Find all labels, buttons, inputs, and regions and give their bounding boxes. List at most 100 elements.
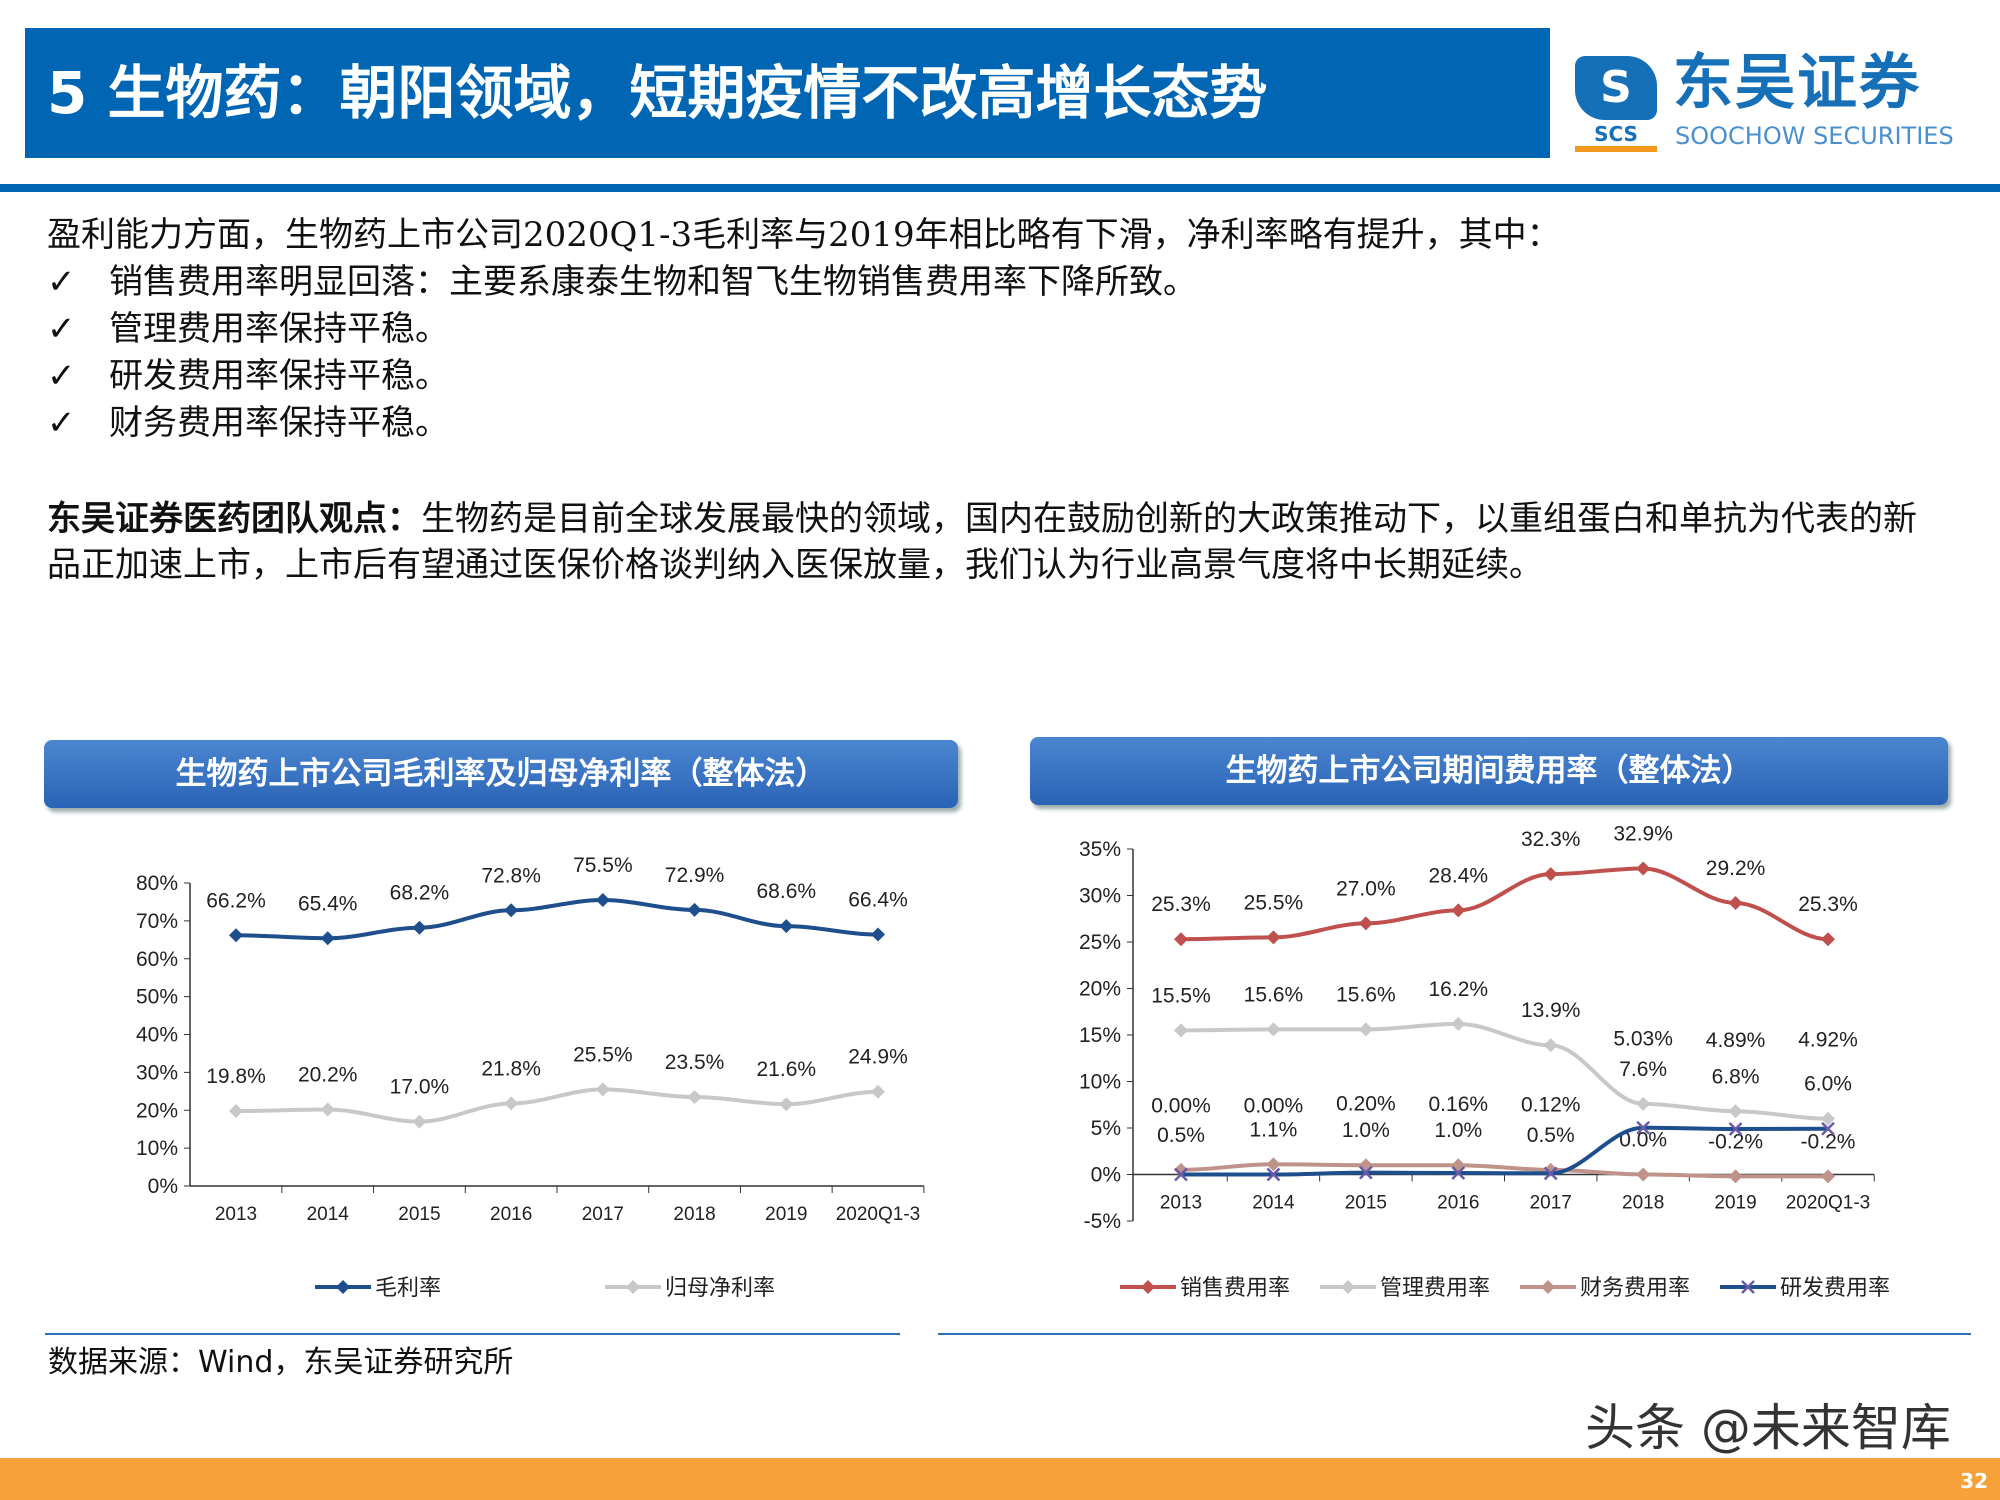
- data-point: [595, 1082, 610, 1097]
- legend-label: 毛利率: [375, 1275, 441, 1300]
- data-label: 72.8%: [481, 864, 541, 887]
- legend-marker: [336, 1280, 350, 1294]
- y-tick-label: 30%: [136, 1061, 178, 1084]
- x-tick-label: 2019: [1714, 1193, 1756, 1214]
- data-point: [229, 1104, 243, 1119]
- team-view-text: 生物药是目前全球发展最快的领域，国内在鼓励创新的大政策推动下，以重组蛋白和单抗为…: [47, 499, 1917, 585]
- legend-marker: [1541, 1280, 1555, 1294]
- data-point: [871, 1084, 885, 1099]
- data-point: [1821, 1169, 1835, 1184]
- series-line: [1180, 1021, 1829, 1121]
- data-point: [1543, 1166, 1558, 1181]
- x-tick-label: 2017: [1530, 1193, 1572, 1214]
- bullet-item: ✓ 销售费用率明显回落：主要系康泰生物和智飞生物销售费用率下降所致。: [47, 262, 1197, 302]
- data-label: 0.0%: [1619, 1129, 1667, 1152]
- y-tick-label: 15%: [1079, 1024, 1121, 1047]
- y-tick-label: 0%: [148, 1175, 178, 1198]
- bullet-text: 财务费用率保持平稳。: [109, 403, 449, 443]
- series-line: [235, 1087, 879, 1124]
- data-point: [687, 1089, 702, 1104]
- series-line: [1180, 1162, 1829, 1179]
- data-point: [412, 920, 427, 935]
- series-line: [235, 898, 879, 941]
- check-icon: ✓: [47, 356, 76, 396]
- data-label: 25.5%: [573, 1043, 633, 1066]
- data-point: [1821, 1111, 1835, 1126]
- data-label: 23.5%: [665, 1051, 725, 1074]
- y-tick-label: 0%: [1091, 1164, 1121, 1187]
- data-label: 25.5%: [1244, 891, 1304, 914]
- y-tick-label: 10%: [136, 1137, 178, 1160]
- data-point: [1728, 1122, 1743, 1136]
- bullet-item: ✓ 研发费用率保持平稳。: [47, 356, 449, 396]
- data-point: [1174, 932, 1188, 947]
- data-label: 66.4%: [848, 889, 908, 912]
- slide-title: 5 生物药：朝阳领域，短期疫情不改高增长态势: [25, 28, 1550, 158]
- data-label: 25.3%: [1151, 893, 1211, 916]
- data-point: [1358, 1022, 1373, 1037]
- data-label: 24.9%: [848, 1046, 908, 1069]
- x-tick-label: 2018: [673, 1204, 715, 1225]
- data-label: 66.2%: [206, 889, 266, 912]
- data-point: [320, 931, 335, 946]
- data-label: 7.6%: [1619, 1058, 1667, 1081]
- data-point: [1266, 1157, 1281, 1172]
- y-tick-label: 80%: [136, 872, 178, 895]
- data-label: 27.0%: [1336, 877, 1396, 900]
- data-label: 21.8%: [481, 1057, 541, 1080]
- data-point: [1821, 1121, 1835, 1136]
- data-point: [1728, 895, 1743, 910]
- data-point: [1451, 1016, 1466, 1031]
- data-label: -0.2%: [1801, 1130, 1856, 1153]
- watermark: 头条 @未来智库: [1585, 1399, 1951, 1457]
- data-point: [504, 903, 519, 918]
- data-point: [1266, 930, 1281, 945]
- footer-bar: [0, 1458, 2000, 1500]
- logo-mark-icon: S: [1575, 56, 1657, 120]
- data-label: 0.16%: [1429, 1093, 1489, 1116]
- data-label: 4.92%: [1798, 1029, 1858, 1052]
- data-label: 6.8%: [1712, 1065, 1760, 1088]
- data-label: 21.6%: [757, 1058, 817, 1081]
- y-tick-label: 35%: [1079, 838, 1121, 861]
- data-label: 25.3%: [1798, 893, 1858, 916]
- data-label: 5.03%: [1613, 1028, 1673, 1051]
- header-rule: [0, 184, 2000, 192]
- data-label: 4.89%: [1706, 1029, 1766, 1052]
- data-label: 0.00%: [1244, 1095, 1304, 1118]
- data-label: 75.5%: [573, 854, 633, 877]
- data-label: 0.5%: [1527, 1124, 1575, 1147]
- data-point: [687, 902, 702, 917]
- data-label: 15.6%: [1336, 983, 1396, 1006]
- x-tick-label: 2019: [765, 1204, 807, 1225]
- data-point: [1821, 932, 1835, 947]
- data-point: [1728, 1104, 1743, 1119]
- data-point: [229, 928, 243, 943]
- x-tick-label: 2013: [215, 1204, 257, 1225]
- y-tick-label: 50%: [136, 986, 178, 1009]
- x-tick-label: 2016: [1437, 1193, 1479, 1214]
- x-tick-label: 2014: [307, 1204, 350, 1225]
- data-point: [779, 919, 794, 934]
- x-tick-label: 2018: [1622, 1193, 1664, 1214]
- x-tick-label: 2013: [1160, 1193, 1202, 1214]
- x-tick-label: 2015: [398, 1204, 440, 1225]
- data-label: 1.0%: [1434, 1119, 1482, 1142]
- data-label: 32.9%: [1613, 823, 1673, 846]
- data-label: 19.8%: [206, 1065, 266, 1088]
- x-tick-label: 2015: [1345, 1193, 1387, 1214]
- data-point: [1451, 903, 1466, 918]
- data-label: 1.0%: [1342, 1119, 1390, 1142]
- source-note: 数据来源：Wind，东吴证券研究所: [48, 1345, 514, 1380]
- data-label: 16.2%: [1429, 978, 1489, 1001]
- data-label: 65.4%: [298, 892, 358, 915]
- data-label: 68.6%: [757, 880, 817, 903]
- y-tick-label: 70%: [136, 910, 178, 933]
- data-label: 20.2%: [298, 1063, 358, 1086]
- legend-label: 归母净利率: [665, 1275, 775, 1300]
- check-icon: ✓: [47, 403, 76, 443]
- data-point: [1174, 1023, 1188, 1038]
- y-tick-label: 5%: [1091, 1117, 1121, 1140]
- data-label: 0.5%: [1157, 1124, 1205, 1147]
- legend-marker: [626, 1280, 640, 1294]
